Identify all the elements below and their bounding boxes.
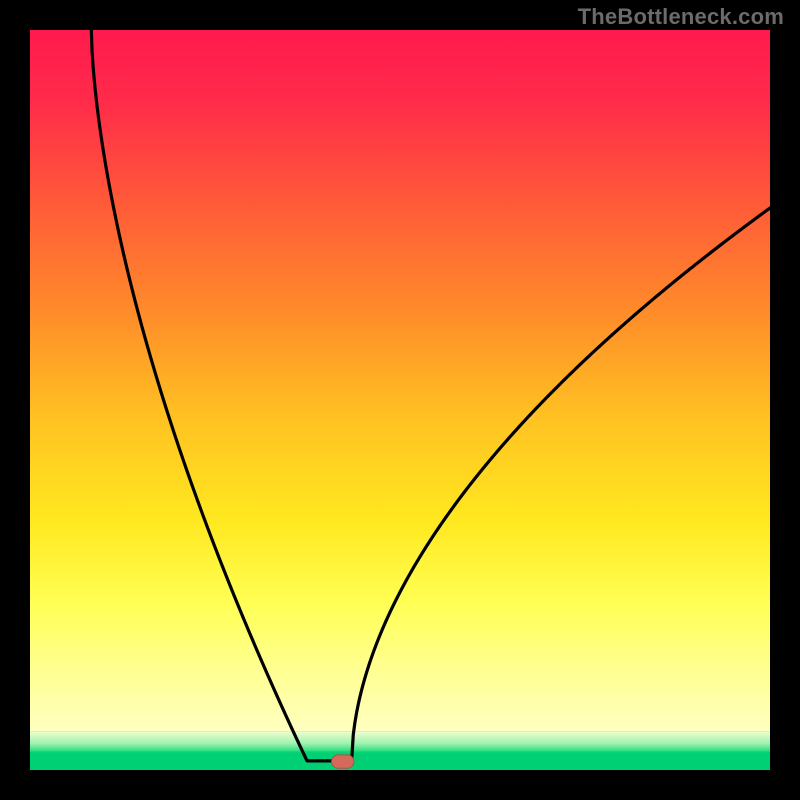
bottom-band — [28, 731, 772, 772]
chart-container: { "watermark": { "text": "TheBottleneck.… — [0, 0, 800, 800]
plot-background — [28, 28, 772, 731]
optimal-marker — [332, 755, 354, 768]
watermark-text: TheBottleneck.com — [578, 4, 784, 30]
bottleneck-chart — [0, 0, 800, 800]
